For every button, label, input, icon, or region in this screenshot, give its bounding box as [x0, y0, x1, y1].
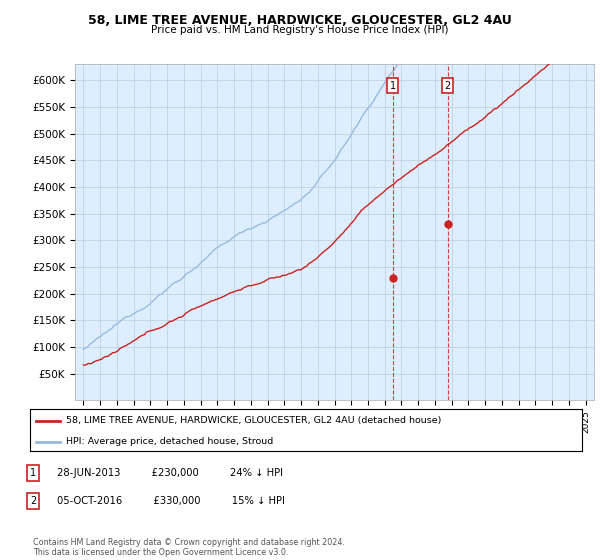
- Text: 1: 1: [30, 468, 36, 478]
- Text: Contains HM Land Registry data © Crown copyright and database right 2024.
This d: Contains HM Land Registry data © Crown c…: [33, 538, 345, 557]
- Text: 05-OCT-2016          £330,000          15% ↓ HPI: 05-OCT-2016 £330,000 15% ↓ HPI: [57, 496, 285, 506]
- Text: Price paid vs. HM Land Registry's House Price Index (HPI): Price paid vs. HM Land Registry's House …: [151, 25, 449, 35]
- Text: HPI: Average price, detached house, Stroud: HPI: Average price, detached house, Stro…: [66, 437, 273, 446]
- Text: 2: 2: [445, 81, 451, 91]
- Text: 58, LIME TREE AVENUE, HARDWICKE, GLOUCESTER, GL2 4AU: 58, LIME TREE AVENUE, HARDWICKE, GLOUCES…: [88, 14, 512, 27]
- Text: 2: 2: [30, 496, 36, 506]
- Text: 58, LIME TREE AVENUE, HARDWICKE, GLOUCESTER, GL2 4AU (detached house): 58, LIME TREE AVENUE, HARDWICKE, GLOUCES…: [66, 416, 441, 425]
- Text: 28-JUN-2013          £230,000          24% ↓ HPI: 28-JUN-2013 £230,000 24% ↓ HPI: [57, 468, 283, 478]
- Text: 1: 1: [390, 81, 396, 91]
